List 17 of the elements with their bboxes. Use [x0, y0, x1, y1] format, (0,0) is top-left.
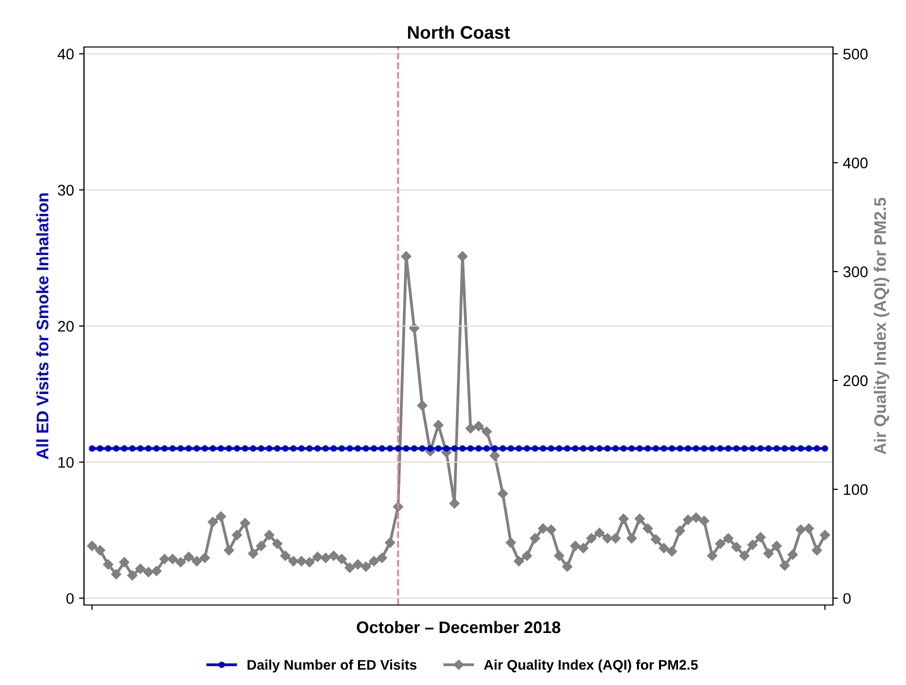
y-tick-label: 0 — [66, 593, 74, 604]
y-tick-label: 20 — [58, 320, 74, 332]
y-tick-label: 30 — [58, 184, 74, 196]
y-tick-label: 10 — [58, 456, 74, 468]
y2-tick-label: 200 — [843, 375, 868, 386]
chart-title: North Coast — [408, 26, 510, 39]
y2-tick-label: 0 — [843, 593, 851, 604]
y2-tick-label: 400 — [843, 158, 868, 168]
y2-tick-label: 100 — [844, 484, 868, 496]
y-tick-label: 40 — [58, 48, 74, 60]
y2-axis-title: Air Quality Index (AQI) for PM2.5 — [874, 198, 890, 454]
y2-tick-label: 500 — [843, 48, 868, 60]
legend-label: Daily Number of ED Visits — [248, 660, 416, 672]
y2-tick-label: 300 — [843, 266, 868, 278]
legend-label: Air Quality Index (AQI) for PM2.5 — [484, 660, 698, 672]
y-axis-title: All ED Visits for Smoke Inhalation — [36, 193, 48, 460]
x-axis-title: October – December 2018 — [356, 620, 560, 634]
